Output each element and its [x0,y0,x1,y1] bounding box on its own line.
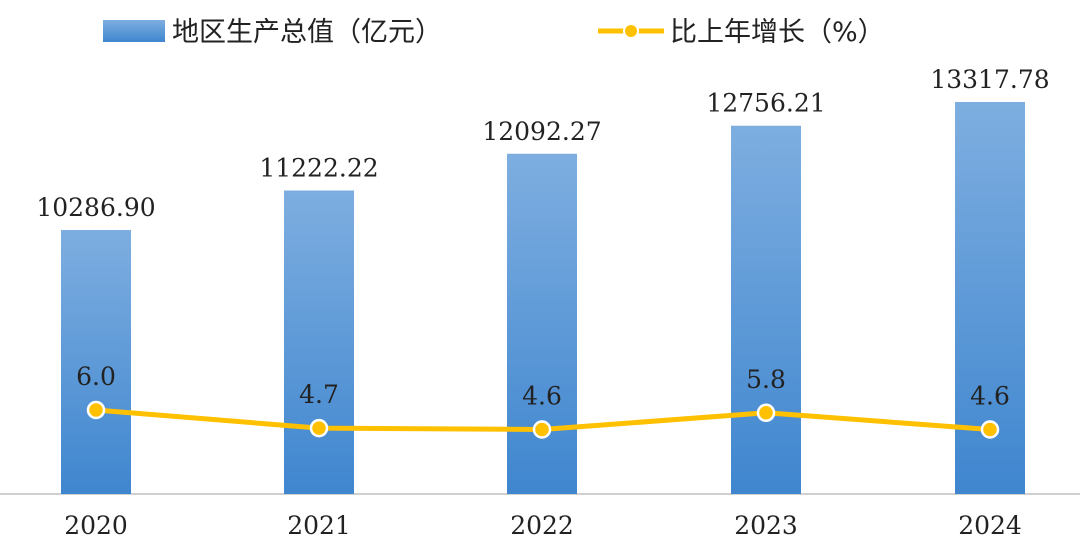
x-tick-2021: 2021 [287,511,351,540]
bar-value-label-2023: 12756.21 [706,89,825,118]
legend: 地区生产总值（亿元） 比上年增长（%） [103,17,885,48]
bars [61,102,1025,495]
legend-bar-label: 地区生产总值（亿元） [172,17,442,48]
growth-value-label-2024: 4.6 [970,382,1010,411]
bar-value-label-2022: 12092.27 [482,117,601,146]
growth-value-label-2023: 5.8 [746,365,786,394]
legend-bar-swatch [103,20,165,42]
growth-point-2020 [86,400,106,420]
line-labels: 6.0 4.7 4.6 5.8 4.6 [76,362,1010,411]
bar-2021 [284,190,354,494]
growth-point-2022 [532,420,552,439]
legend-line-marker [623,23,639,39]
growth-point-2021 [309,418,329,438]
bar-2022 [507,153,577,495]
growth-value-label-2022: 4.6 [522,382,562,411]
x-tick-2020: 2020 [64,511,128,540]
x-tick-labels: 2020 2021 2022 2023 2024 [64,511,1022,540]
growth-value-label-2020: 6.0 [76,362,116,391]
bar-2023 [731,125,801,495]
legend-line-label: 比上年增长（%） [670,17,885,48]
x-tick-2023: 2023 [734,511,798,540]
growth-line [86,400,1000,439]
growth-point-2023 [756,403,776,423]
growth-point-2024 [980,420,1000,439]
bar-2020 [61,230,131,494]
x-tick-2024: 2024 [958,511,1022,540]
bar-labels: 10286.90 11222.22 12092.27 12756.21 13317.78 [36,65,1049,222]
x-tick-2022: 2022 [510,511,574,540]
growth-value-label-2021: 4.7 [299,380,339,409]
bar-value-label-2020: 10286.90 [36,193,155,222]
bar-value-label-2024: 13317.78 [930,65,1049,94]
bar-value-label-2021: 11222.22 [259,153,378,182]
